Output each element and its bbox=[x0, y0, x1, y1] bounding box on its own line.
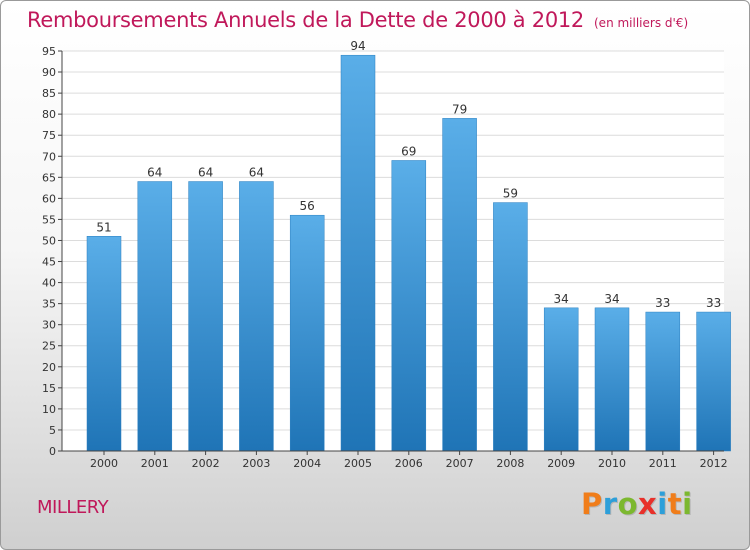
y-tick-label: 65 bbox=[42, 171, 56, 184]
x-tick-label: 2006 bbox=[395, 457, 423, 470]
x-tick-label: 2009 bbox=[547, 457, 575, 470]
chart-title-text: Remboursements Annuels de la Dette de 20… bbox=[27, 8, 584, 32]
bar bbox=[289, 214, 325, 452]
x-tick-label: 2012 bbox=[700, 457, 728, 470]
bar-value-label: 56 bbox=[300, 199, 315, 213]
logo-letter: i bbox=[682, 487, 693, 521]
y-tick-label: 85 bbox=[42, 87, 56, 100]
bar-value-label: 33 bbox=[655, 296, 670, 310]
bar-value-label: 33 bbox=[706, 296, 721, 310]
bar-value-label: 59 bbox=[503, 187, 518, 201]
x-tick-label: 2001 bbox=[141, 457, 169, 470]
bars: 51 64 64 64 56 94 69 79 59 34 34 33 33 bbox=[86, 39, 731, 452]
y-tick-label: 5 bbox=[49, 424, 56, 437]
y-tick-label: 55 bbox=[42, 213, 56, 226]
logo-letter: i bbox=[657, 487, 668, 521]
logo-letter: P bbox=[581, 487, 603, 521]
proxiti-logo: Proxiti bbox=[581, 487, 693, 521]
bar-value-label: 64 bbox=[147, 166, 162, 180]
bar bbox=[340, 54, 376, 452]
bar-value-label: 94 bbox=[350, 39, 365, 53]
y-tick-label: 10 bbox=[42, 403, 56, 416]
logo-letter: o bbox=[617, 487, 639, 521]
y-tick-label: 90 bbox=[42, 66, 56, 79]
x-tick-label: 2011 bbox=[649, 457, 677, 470]
bar-value-label: 34 bbox=[604, 292, 619, 306]
y-tick-label: 45 bbox=[42, 256, 56, 269]
y-tick-label: 35 bbox=[42, 298, 56, 311]
y-axis: 0 5 10 15 20 25 30 35 40 45 50 55 60 65 70 75 80 85 90 95 bbox=[42, 45, 63, 458]
x-tick-label: 2010 bbox=[598, 457, 626, 470]
bar bbox=[543, 307, 579, 452]
y-tick-label: 40 bbox=[42, 277, 56, 290]
y-tick-label: 0 bbox=[49, 445, 56, 458]
x-tick-label: 2000 bbox=[90, 457, 118, 470]
commune-name: MILLERY bbox=[37, 497, 109, 518]
y-tick-label: 75 bbox=[42, 129, 56, 142]
bar-value-label: 51 bbox=[96, 220, 111, 234]
bar-value-label: 79 bbox=[452, 102, 467, 116]
x-tick-label: 2008 bbox=[496, 457, 524, 470]
y-tick-label: 60 bbox=[42, 192, 56, 205]
x-tick-label: 2003 bbox=[242, 457, 270, 470]
bar-value-label: 64 bbox=[249, 166, 264, 180]
y-tick-label: 20 bbox=[42, 361, 56, 374]
bar bbox=[645, 311, 681, 452]
bar-value-label: 69 bbox=[401, 144, 416, 158]
y-tick-label: 25 bbox=[42, 340, 56, 353]
x-tick-label: 2002 bbox=[192, 457, 220, 470]
y-tick-label: 15 bbox=[42, 382, 56, 395]
chart-title: Remboursements Annuels de la Dette de 20… bbox=[27, 8, 688, 32]
bar bbox=[442, 118, 477, 452]
y-tick-label: 50 bbox=[42, 234, 56, 247]
x-tick-label: 2007 bbox=[446, 457, 474, 470]
y-tick-label: 95 bbox=[42, 45, 56, 58]
y-tick-label: 80 bbox=[42, 108, 56, 121]
chart-subtitle: (en milliers d'€) bbox=[594, 16, 689, 30]
logo-letter: x bbox=[638, 487, 658, 521]
bar bbox=[137, 181, 173, 452]
logo-letter: t bbox=[667, 487, 683, 521]
bar bbox=[86, 236, 122, 452]
bar bbox=[493, 202, 528, 452]
y-tick-label: 70 bbox=[42, 150, 56, 163]
x-tick-label: 2004 bbox=[293, 457, 321, 470]
bar bbox=[188, 181, 223, 452]
y-tick-label: 30 bbox=[42, 319, 56, 332]
bar bbox=[594, 307, 630, 452]
bar bbox=[239, 181, 274, 452]
bar bbox=[391, 160, 427, 452]
x-tick-label: 2005 bbox=[344, 457, 372, 470]
bar-value-label: 34 bbox=[554, 292, 569, 306]
bar bbox=[696, 311, 731, 452]
logo-letter: r bbox=[602, 487, 618, 521]
bar-value-label: 64 bbox=[198, 166, 213, 180]
x-axis: 2000 2001 2002 2003 2004 2005 2006 2007 2008 2009… bbox=[62, 450, 728, 470]
